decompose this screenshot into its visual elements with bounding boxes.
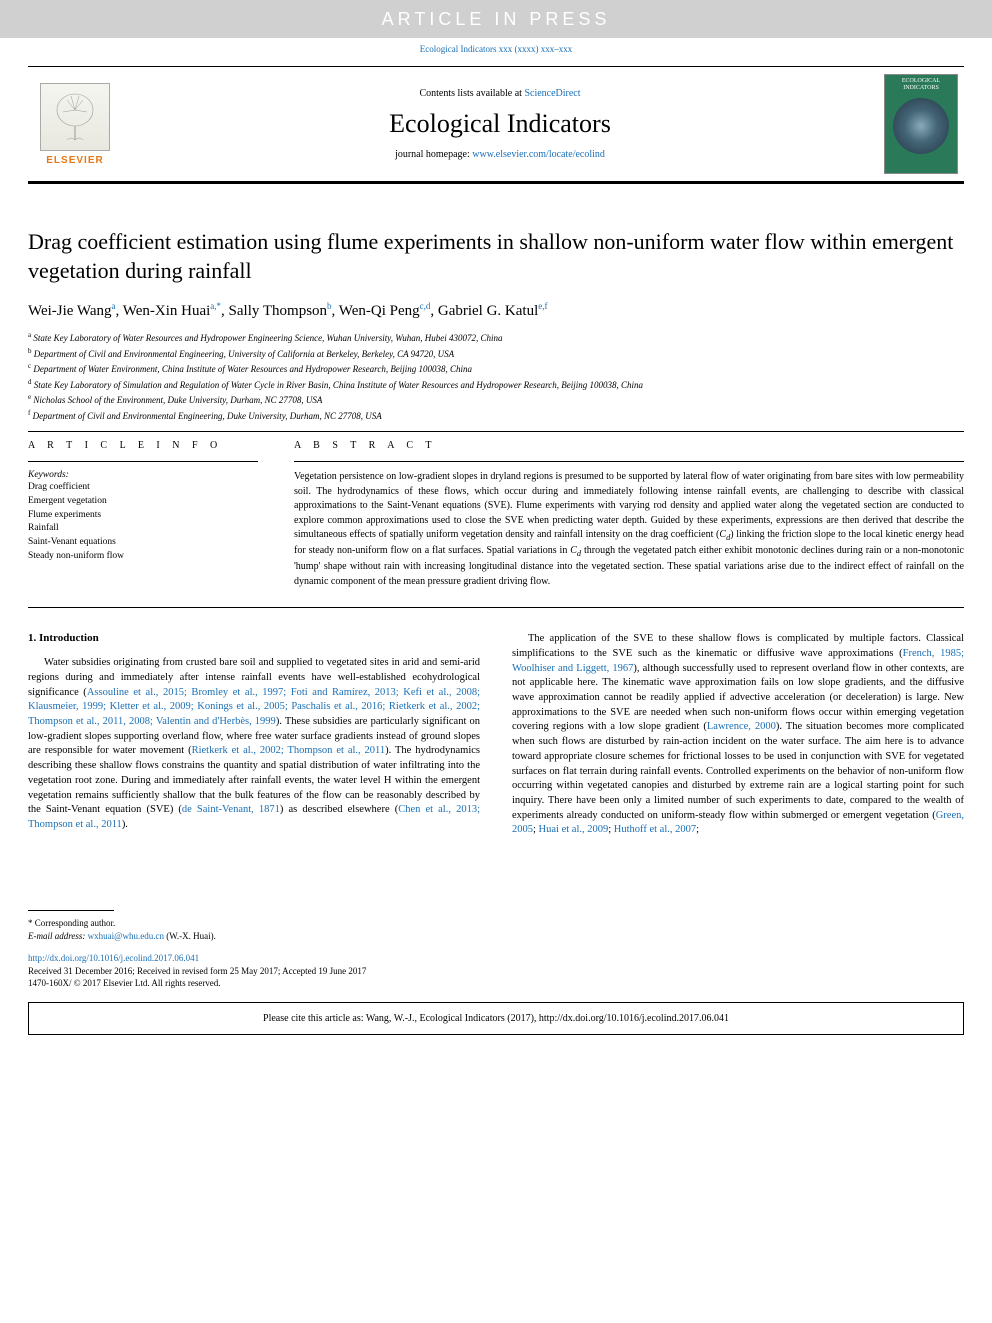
section-1-head: 1. Introduction <box>28 632 480 644</box>
email-suffix: (W.-X. Huai). <box>164 931 216 941</box>
journal-cover: ECOLOGICAL INDICATORS <box>878 67 964 181</box>
elsevier-label: ELSEVIER <box>46 155 103 166</box>
info-abstract-row: A R T I C L E I N F O Keywords: Drag coe… <box>28 440 964 589</box>
citation-link[interactable]: Lawrence, 2000 <box>707 721 776 732</box>
paragraph: Water subsidies originating from crusted… <box>28 656 480 832</box>
text-run: ). <box>122 819 128 830</box>
email-label: E-mail address: <box>28 931 88 941</box>
corresponding-author: * Corresponding author. <box>28 917 964 930</box>
body-columns: 1. Introduction Water subsidies originat… <box>28 632 964 838</box>
citation-link[interactable]: Rietkerk et al., 2002; Thompson et al., … <box>192 745 386 756</box>
homepage-line: journal homepage: www.elsevier.com/locat… <box>122 149 878 160</box>
citation-box: Please cite this article as: Wang, W.-J.… <box>28 1002 964 1035</box>
banner-text: ARTICLE IN PRESS <box>382 9 611 30</box>
right-column: The application of the SVE to these shal… <box>512 632 964 838</box>
affiliations: a State Key Laboratory of Water Resource… <box>28 330 964 423</box>
contents-prefix: Contents lists available at <box>419 88 524 99</box>
cover-title: ECOLOGICAL INDICATORS <box>885 75 957 94</box>
cover-graphic-icon <box>893 98 949 154</box>
journal-name: Ecological Indicators <box>122 109 878 139</box>
authors-list: Wei-Jie Wanga, Wen-Xin Huaia,*, Sally Th… <box>28 301 964 320</box>
article-in-press-banner: ARTICLE IN PRESS <box>0 0 992 38</box>
article-info-column: A R T I C L E I N F O Keywords: Drag coe… <box>28 440 258 589</box>
keywords-label: Keywords: <box>28 470 258 480</box>
citation-link[interactable]: Huai et al., 2009 <box>539 824 609 835</box>
sciencedirect-link[interactable]: ScienceDirect <box>524 88 580 99</box>
article-title: Drag coefficient estimation using flume … <box>28 228 964 285</box>
keywords-list: Drag coefficientEmergent vegetationFlume… <box>28 481 258 564</box>
text-run: ) as described elsewhere ( <box>280 804 398 815</box>
text-run: The application of the SVE to these shal… <box>512 633 964 659</box>
paragraph: The application of the SVE to these shal… <box>512 632 964 838</box>
divider <box>28 431 964 432</box>
journal-header: ELSEVIER Contents lists available at Sci… <box>28 66 964 184</box>
journal-homepage-link[interactable]: www.elsevier.com/locate/ecolind <box>472 149 605 160</box>
footer: * Corresponding author. E-mail address: … <box>28 910 964 990</box>
journal-reference: Ecological Indicators xxx (xxxx) xxx–xxx <box>28 44 964 54</box>
divider <box>28 607 964 608</box>
abstract-text: Vegetation persistence on low-gradient s… <box>294 470 964 589</box>
abstract-head: A B S T R A C T <box>294 440 964 451</box>
text-run: ; <box>696 824 699 835</box>
elsevier-logo: ELSEVIER <box>28 67 122 181</box>
contents-line: Contents lists available at ScienceDirec… <box>122 88 878 99</box>
article-info-head: A R T I C L E I N F O <box>28 440 258 451</box>
elsevier-tree-icon <box>40 83 110 151</box>
email-line: E-mail address: wxhuai@whu.edu.cn (W.-X.… <box>28 930 964 943</box>
text-run: ). The situation becomes more complicate… <box>512 721 964 820</box>
copyright-line: 1470-160X/ © 2017 Elsevier Ltd. All righ… <box>28 977 964 990</box>
email-link[interactable]: wxhuai@whu.edu.cn <box>88 931 164 941</box>
header-center: Contents lists available at ScienceDirec… <box>122 67 878 181</box>
citation-link[interactable]: de Saint-Venant, 1871 <box>182 804 280 815</box>
doi-link[interactable]: http://dx.doi.org/10.1016/j.ecolind.2017… <box>28 952 964 965</box>
abstract-column: A B S T R A C T Vegetation persistence o… <box>294 440 964 589</box>
homepage-prefix: journal homepage: <box>395 149 472 160</box>
left-column: 1. Introduction Water subsidies originat… <box>28 632 480 838</box>
citation-link[interactable]: Huthoff et al., 2007 <box>614 824 696 835</box>
received-line: Received 31 December 2016; Received in r… <box>28 965 964 978</box>
